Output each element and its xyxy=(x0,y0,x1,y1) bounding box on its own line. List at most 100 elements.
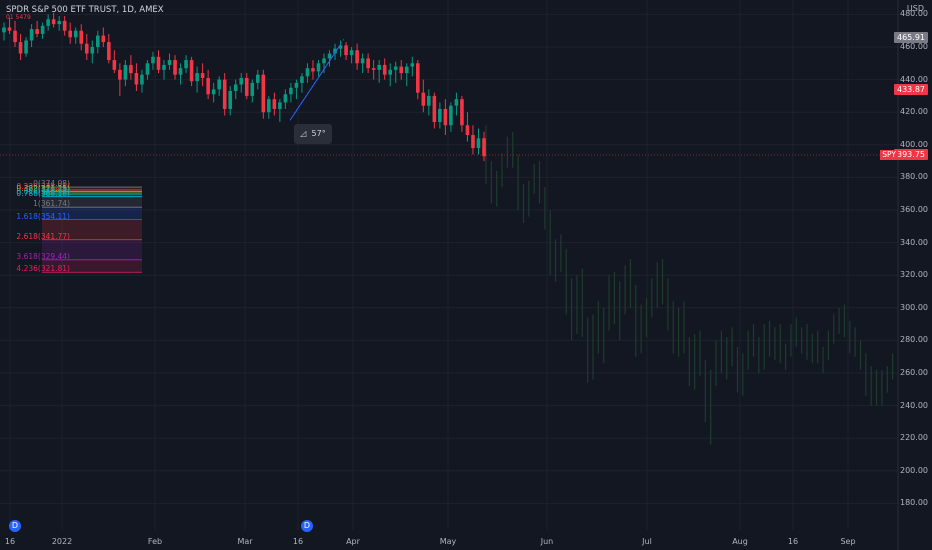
candle-body xyxy=(206,77,210,95)
candle-body xyxy=(2,27,6,33)
fib-zone xyxy=(42,187,142,190)
candle-body xyxy=(388,69,393,75)
candle-body xyxy=(404,66,409,74)
candle-body xyxy=(189,60,194,82)
candle-body xyxy=(84,43,89,54)
candle-body xyxy=(333,48,337,54)
price-tick-label: 360.00 xyxy=(900,205,928,214)
price-tick-label: 480.00 xyxy=(900,9,928,19)
candle-body xyxy=(393,66,398,70)
candle-body xyxy=(51,19,56,25)
candle-body xyxy=(29,29,34,41)
candle-body xyxy=(173,60,177,75)
candle-body xyxy=(377,64,381,70)
candle-body xyxy=(140,74,144,85)
candle-body xyxy=(366,58,370,69)
fib-zone xyxy=(42,194,142,197)
fib-zone xyxy=(42,189,142,192)
price-tick-label: 420.00 xyxy=(900,107,928,117)
fib-level-label: 1.618(354.11) xyxy=(16,211,70,221)
candle-body xyxy=(184,60,188,69)
candle-body xyxy=(465,125,470,136)
candle-body xyxy=(95,35,100,47)
price-tick-label: 320.00 xyxy=(900,270,928,280)
time-tick-label: 16 xyxy=(292,537,304,546)
price-tick-label: 460.00 xyxy=(900,42,928,51)
candle-body xyxy=(250,82,255,96)
candle-body xyxy=(327,53,332,59)
candle-body xyxy=(360,58,365,64)
dividend-marker-icon[interactable]: D xyxy=(9,520,21,532)
candle-body xyxy=(289,87,293,95)
fib-level-label: 2.618(341.77) xyxy=(16,231,70,241)
price-tag-high: 465.91 xyxy=(894,31,928,43)
candle-body xyxy=(57,20,61,25)
candle-body xyxy=(134,73,139,85)
candle-body xyxy=(107,42,111,61)
candle-body xyxy=(228,91,233,109)
time-tick-label: Mar xyxy=(237,537,253,546)
candle-body xyxy=(222,79,227,109)
candle-body xyxy=(18,42,23,54)
candle-body xyxy=(443,108,448,126)
fib-level-label: 0.382(371.25) xyxy=(16,183,70,193)
candle-body xyxy=(46,19,50,26)
time-tick-label: Aug xyxy=(732,537,748,546)
candle-body xyxy=(272,99,277,109)
candle-body xyxy=(62,20,67,31)
price-tick-label: 340.00 xyxy=(900,237,928,247)
candle-body xyxy=(151,56,155,64)
candle-body xyxy=(476,138,481,149)
candle-body xyxy=(118,69,122,80)
candle-body xyxy=(211,89,216,95)
candle-body xyxy=(371,68,376,70)
candle-body xyxy=(349,50,354,56)
candle-body xyxy=(40,25,45,34)
candle-body xyxy=(471,135,475,149)
candle-body xyxy=(311,68,315,72)
candle-body xyxy=(415,63,420,93)
fib-level-label: 0.5(370.33) xyxy=(25,185,70,195)
symbol-title[interactable]: SPDR S&P 500 ETF TRUST, 1D, AMEX xyxy=(6,5,164,15)
candle-body xyxy=(267,99,271,113)
price-tick-label: 200.00 xyxy=(900,465,928,475)
indicator-legend: 01 5479 xyxy=(6,14,31,21)
candle-body xyxy=(112,60,117,70)
candle-body xyxy=(432,95,437,122)
candle-body xyxy=(233,84,238,92)
trend-line-guide xyxy=(293,38,345,114)
fib-zone xyxy=(42,239,142,260)
fib-zone xyxy=(42,219,142,240)
candle-body xyxy=(167,60,172,65)
candle-body xyxy=(200,73,205,78)
candle-body xyxy=(438,108,442,122)
fib-level-label: 0.236(372.31) xyxy=(16,181,70,191)
fib-zone xyxy=(42,191,142,194)
candle-body xyxy=(449,105,453,126)
angle-tooltip: ◿ 57° xyxy=(294,124,332,144)
candle-body xyxy=(255,74,260,83)
fib-level-label: 0(374.08) xyxy=(33,179,70,189)
candle-body xyxy=(7,27,12,31)
angle-icon: ◿ xyxy=(300,129,307,138)
candle-body xyxy=(294,82,299,88)
candle-body xyxy=(316,63,321,72)
fib-zone xyxy=(42,193,142,195)
price-tick-label: 280.00 xyxy=(900,335,928,345)
currency-label: USD xyxy=(906,4,924,13)
candle-body xyxy=(322,58,326,64)
candle-body xyxy=(13,30,17,43)
candle-body xyxy=(421,92,426,106)
candle-body xyxy=(239,77,244,85)
candle-body xyxy=(244,77,249,96)
fib-level-label: 4.236(321.81) xyxy=(16,264,70,274)
candle-body xyxy=(338,45,343,49)
candle-body xyxy=(454,99,459,106)
candle-body xyxy=(195,73,199,82)
candle-body xyxy=(178,68,183,75)
candle-body xyxy=(482,138,486,157)
candle-body xyxy=(427,95,431,106)
dividend-marker-icon[interactable]: D xyxy=(301,520,313,532)
